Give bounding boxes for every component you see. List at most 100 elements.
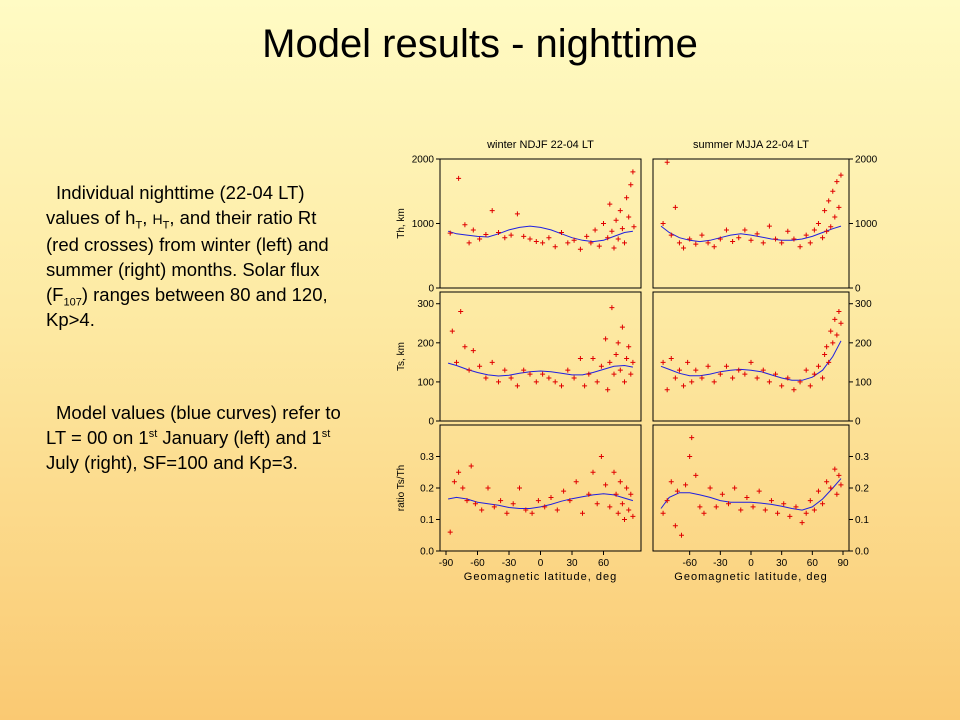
- winter-ratio-model-curve: [448, 493, 634, 509]
- winter-ts-data-cross: [609, 305, 615, 311]
- winter-ts-data-cross: [565, 367, 571, 373]
- winter-ts-data-cross: [449, 328, 455, 334]
- winter-ratio-xtick-label: 60: [598, 558, 610, 569]
- winter-th-ylabel: Th, km: [396, 208, 407, 239]
- winter-ts-data-cross: [540, 371, 546, 377]
- summer-ratio-data-cross: [664, 498, 670, 504]
- winter-ratio-ylabel: ratio Ts/Th: [396, 465, 407, 512]
- summer-th-ytick-label: 0: [855, 284, 861, 295]
- summer-th-ytick-label: 2000: [855, 155, 878, 166]
- summer-ts-data-cross: [826, 359, 832, 365]
- summer-ratio-data-cross: [799, 520, 805, 526]
- summer-th-data-cross: [828, 224, 834, 230]
- winter-th-frame: [439, 158, 642, 289]
- winter-ratio-data-cross: [598, 454, 604, 459]
- winter-ratio-data-cross: [542, 504, 548, 510]
- summer-th-data-cross: [681, 245, 687, 251]
- winter-th-title: winter NDJF 22-04 LT: [486, 139, 594, 151]
- summer-th-data-cross: [815, 221, 821, 226]
- winter-ratio-data-cross: [617, 479, 623, 485]
- summer-ratio-data-cross: [838, 482, 844, 488]
- winter-ratio-frame: [439, 424, 642, 552]
- paragraph-description: Individual nighttime (22-04 LT) values o…: [46, 180, 346, 332]
- summer-th-data-cross: [711, 244, 717, 250]
- winter-ts-data-cross: [527, 371, 533, 377]
- winter-ts-data-cross: [559, 383, 564, 389]
- summer-ts-data-cross: [830, 340, 836, 346]
- winter-ts-data-cross: [630, 359, 636, 365]
- summer-ts-data-cross: [689, 379, 695, 385]
- summer-ts-data-cross: [828, 328, 834, 334]
- winter-th-data-cross: [613, 217, 619, 223]
- winter-ts-data-cross: [603, 336, 609, 342]
- summer-ratio-data-cross: [834, 491, 840, 497]
- summer-ts-data-cross: [785, 375, 791, 381]
- summer-ratio-model-curve: [660, 478, 842, 511]
- summer-ratio-data-cross: [836, 472, 842, 478]
- summer-ts-data-cross: [766, 379, 772, 385]
- winter-th-data-cross: [533, 239, 539, 245]
- summer-ts-data-cross: [748, 359, 754, 365]
- summer-ratio-frame: [652, 424, 850, 552]
- winter-ts-data-cross: [590, 355, 596, 361]
- summer-ratio-data-cross: [687, 454, 693, 459]
- summer-th-data-cross: [754, 231, 760, 237]
- summer-th-data-cross: [717, 236, 723, 242]
- winter-ts-data-cross: [598, 363, 604, 369]
- summer-ratio-data-cross: [678, 532, 684, 538]
- summer-th-data-cross: [742, 227, 748, 233]
- summer-ts-data-cross: [822, 352, 828, 358]
- winter-ratio-ytick-label: 0.2: [420, 484, 434, 495]
- summer-ratio-data-cross: [674, 488, 680, 494]
- winter-ratio-data-cross: [447, 529, 453, 535]
- winter-ratio-data-cross: [479, 507, 485, 513]
- summer-ratio-xtick-label: 90: [837, 558, 849, 569]
- summer-ratio-data-cross: [732, 485, 738, 491]
- summer-th-title: summer MJJA 22-04 LT: [693, 139, 809, 151]
- summer-ratio-data-cross: [689, 435, 695, 441]
- summer-ts-data-cross: [773, 371, 779, 377]
- winter-ts-ylabel: Ts, km: [396, 342, 407, 371]
- summer-ts-data-cross: [820, 375, 826, 381]
- summer-th-data-cross: [824, 228, 830, 234]
- summer-ts-data-cross: [685, 359, 691, 365]
- summer-th-data-cross: [693, 241, 699, 247]
- slide-title: Model results - nighttime: [262, 22, 698, 66]
- winter-th-data-cross: [565, 240, 571, 246]
- winter-ratio-data-cross: [622, 517, 627, 522]
- summer-th-data-cross: [820, 235, 826, 241]
- winter-ts-data-cross: [454, 359, 459, 365]
- winter-ts-data-cross: [483, 375, 489, 381]
- summer-ratio-data-cross: [824, 479, 830, 485]
- winter-th-data-cross: [514, 211, 520, 217]
- winter-ts-data-cross: [611, 371, 617, 377]
- summer-ts-data-cross: [832, 316, 838, 322]
- summer-ts-data-cross: [807, 383, 813, 389]
- summer-ratio-data-cross: [683, 482, 689, 488]
- winter-ts-data-cross: [607, 359, 613, 365]
- winter-ratio-data-cross: [630, 513, 636, 519]
- summer-ts-ytick-label: 300: [855, 299, 872, 310]
- summer-th-data-cross: [785, 228, 791, 234]
- summer-ts-data-cross: [760, 367, 766, 373]
- summer-ratio-data-cross: [781, 501, 787, 507]
- summer-ts-data-cross: [811, 371, 817, 377]
- summer-ts-data-cross: [699, 375, 705, 381]
- winter-th-data-cross: [601, 221, 606, 226]
- winter-th-data-cross: [521, 233, 527, 239]
- p1-text-c: , and their ratio Rt (red crosses) from …: [46, 207, 329, 305]
- winter-ts-data-cross: [594, 379, 600, 385]
- p1-sub-t2: T: [162, 219, 170, 232]
- summer-ts-data-cross: [815, 363, 821, 369]
- summer-ts-data-cross: [838, 320, 844, 326]
- summer-ts-data-cross: [791, 387, 797, 393]
- summer-th-data-cross: [766, 223, 772, 229]
- winter-th-data-cross: [607, 201, 613, 207]
- summer-th-data-cross: [736, 235, 742, 241]
- winter-th-ytick-label: 1000: [412, 219, 435, 230]
- winter-ratio-data-cross: [498, 498, 504, 504]
- summer-ratio-data-cross: [750, 504, 756, 510]
- winter-th-data-cross: [609, 228, 615, 234]
- summer-th-data-cross: [803, 232, 809, 238]
- winter-th-data-cross: [540, 240, 546, 246]
